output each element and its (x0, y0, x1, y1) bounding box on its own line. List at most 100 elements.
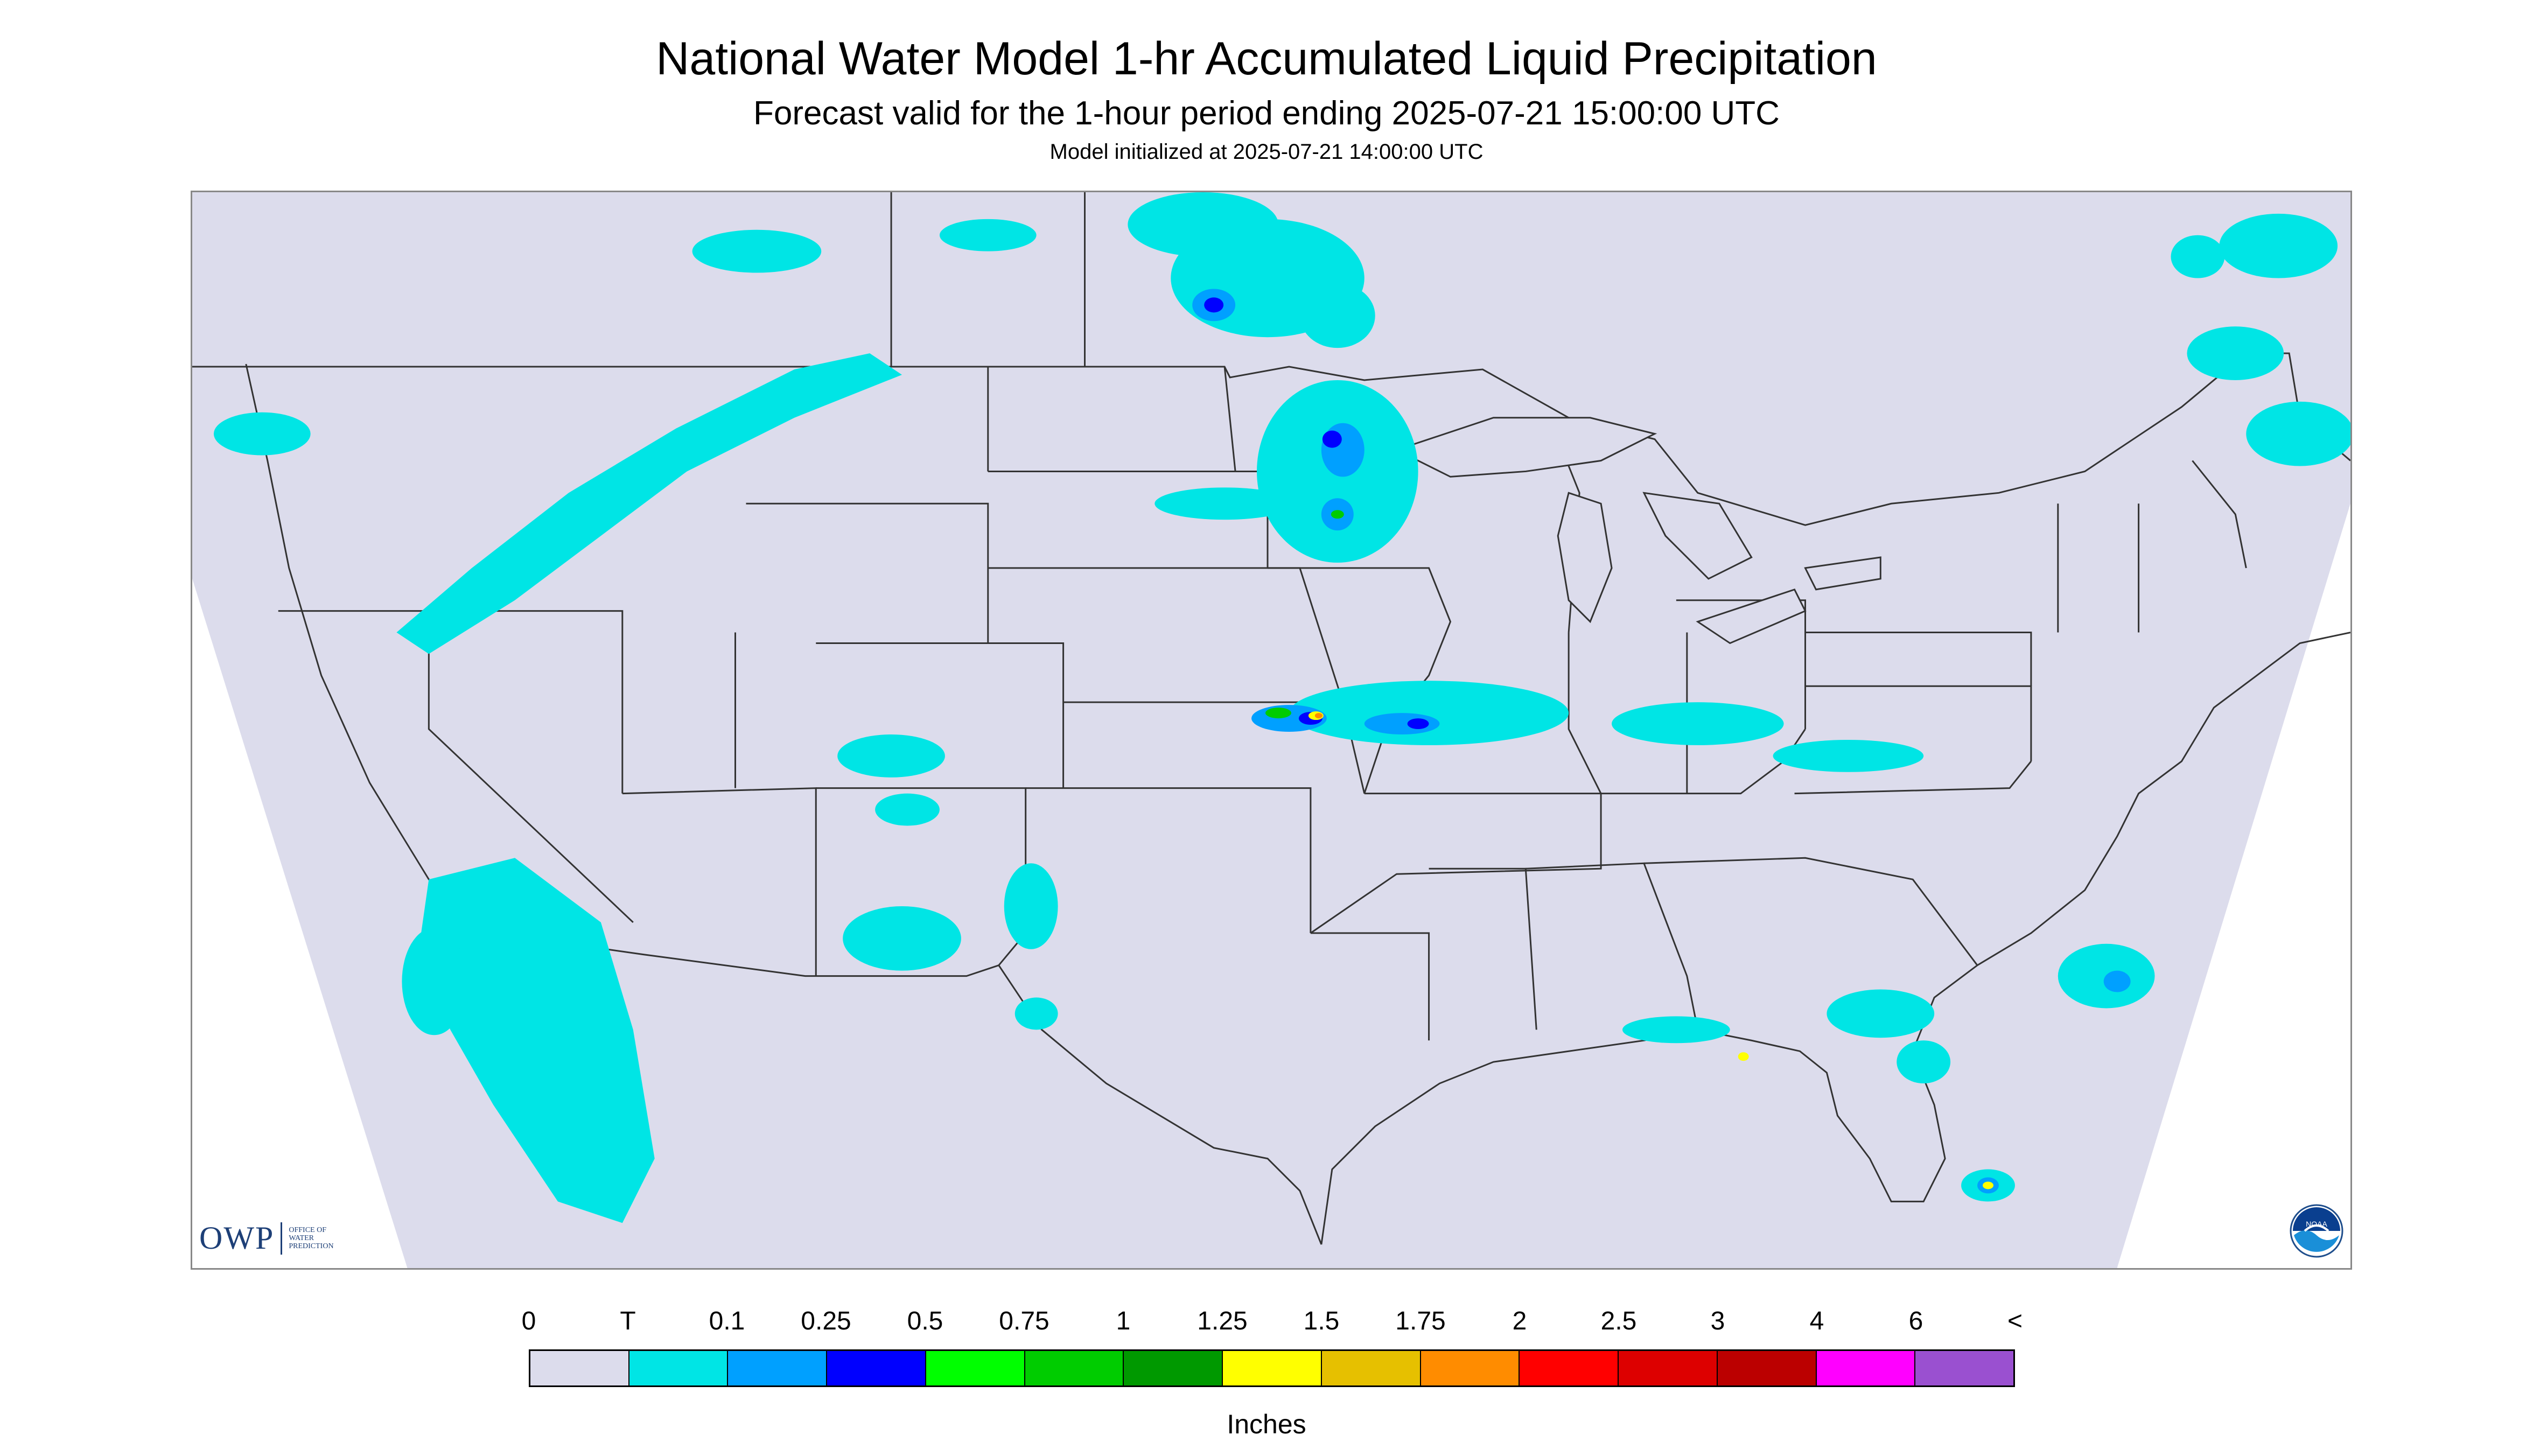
precip-area (1897, 1040, 1951, 1084)
precip-area (1204, 297, 1224, 313)
precip-area (939, 219, 1037, 251)
legend-unit-label: Inches (1227, 1409, 1306, 1439)
legend-swatch (1124, 1351, 1223, 1385)
precip-area (1322, 430, 1342, 448)
precip-area (1407, 718, 1429, 730)
precip-area (692, 229, 822, 273)
legend-tick: 0.25 (801, 1307, 851, 1335)
precip-heavy (1265, 510, 1993, 1189)
lake-ontario (1804, 556, 1881, 591)
model-init-line: Model initialized at 2025-07-21 14:00:00… (1049, 140, 1484, 164)
legend-tick: T (620, 1307, 636, 1335)
legend-tick-labels: 0 T 0.1 0.25 0.5 0.75 1 1.25 1.5 1.75 2 … (522, 1307, 2023, 1339)
legend-swatch (1816, 1351, 1916, 1385)
state-line (1025, 787, 1312, 933)
state-line (1310, 932, 1430, 1041)
great-lakes (1394, 417, 1881, 645)
legend-tick: 6 (1908, 1307, 1923, 1335)
legend-tick: 0.1 (709, 1307, 745, 1335)
precip-area (1014, 997, 1058, 1030)
us-mexico-border (530, 937, 1323, 1245)
precip-area (837, 734, 945, 778)
precip-area (2103, 970, 2131, 992)
owp-logo-mark: OWP (199, 1220, 275, 1256)
legend-tick: 1.5 (1303, 1307, 1340, 1335)
precipitation-map[interactable] (191, 191, 2352, 1270)
precip-trace (213, 192, 2350, 1223)
state-line (1805, 632, 2032, 687)
legend-tick: 0 (521, 1307, 536, 1335)
precip-area (2219, 213, 2338, 278)
noaa-logo-icon: NOAA (2290, 1204, 2343, 1258)
precip-area (1321, 423, 1365, 477)
owp-logo: OWP OFFICE OF WATER PREDICTION (199, 1220, 334, 1257)
legend-tick: 0.75 (999, 1307, 1049, 1335)
precip-area (2187, 326, 2284, 380)
forecast-valid-subtitle: Forecast valid for the 1-hour period end… (753, 95, 1780, 132)
legend-tick: 2 (1512, 1307, 1527, 1335)
state-line (1310, 793, 1602, 934)
precip-area (1299, 283, 1375, 348)
state-line (1223, 366, 1236, 472)
precip-area (843, 906, 961, 971)
legend-tick: 2.5 (1600, 1307, 1637, 1335)
state-line (816, 642, 1065, 788)
outside-domain-left (192, 578, 408, 1268)
legend-tick: 1 (1116, 1307, 1131, 1335)
noaa-logo-text: NOAA (2306, 1220, 2327, 1228)
precip-area (1612, 702, 1784, 745)
precip-area (213, 412, 311, 456)
map-title: National Water Model 1-hr Accumulated Li… (656, 33, 1877, 85)
precip-area (1004, 863, 1058, 949)
precip-area (1128, 192, 1278, 257)
precip-area (1773, 739, 1924, 772)
legend-tick: 0.5 (907, 1307, 943, 1335)
legend-swatch (1915, 1351, 2014, 1385)
legend-tick: < (2007, 1307, 2023, 1335)
legend-swatch (827, 1351, 926, 1385)
legend-tick: 1.25 (1197, 1307, 1248, 1335)
legend-swatch (1025, 1351, 1124, 1385)
state-line (1805, 685, 2032, 761)
precip-area (2171, 235, 2225, 278)
lake-erie (1696, 588, 1807, 645)
precip-area (402, 927, 467, 1035)
precip-area (1983, 1181, 1993, 1189)
precip-band (396, 353, 902, 654)
legend-tick: 3 (1710, 1307, 1725, 1335)
precip-area (1289, 681, 1569, 745)
legend-swatch (530, 1351, 629, 1385)
state-line (1568, 632, 1602, 794)
state-line (746, 502, 989, 643)
state-line (1794, 760, 2032, 795)
state-line (816, 787, 1027, 966)
legend-swatch (1321, 1351, 1421, 1385)
precip-band (418, 858, 655, 1223)
legend-swatch (1717, 1351, 1817, 1385)
owp-logo-text: OFFICE OF WATER PREDICTION (289, 1226, 334, 1250)
state-line (1526, 862, 1699, 1030)
precip-area (1314, 713, 1323, 719)
map-canvas (192, 192, 2350, 1268)
lake-michigan (1557, 492, 1613, 624)
lake-huron (1642, 492, 1753, 580)
legend-swatch (926, 1351, 1025, 1385)
precip-area (1738, 1052, 1749, 1061)
legend-tick: 1.75 (1395, 1307, 1446, 1335)
state-line (278, 610, 624, 794)
precip-area (1331, 510, 1344, 519)
precip-area (1827, 989, 1935, 1038)
precip-area (1265, 708, 1291, 719)
state-line (428, 632, 634, 923)
lake-superior (1394, 417, 1657, 478)
state-line (1643, 857, 1978, 966)
legend-swatch (728, 1351, 828, 1385)
legend-color-bar (529, 1349, 2015, 1387)
precip-area (1622, 1016, 1730, 1044)
legend-swatch (629, 1351, 729, 1385)
precip-area (1154, 487, 1295, 520)
legend-swatch (1619, 1351, 1718, 1385)
precip-area (1364, 713, 1440, 734)
legend-swatch (1421, 1351, 1520, 1385)
owp-logo-divider (281, 1222, 283, 1255)
